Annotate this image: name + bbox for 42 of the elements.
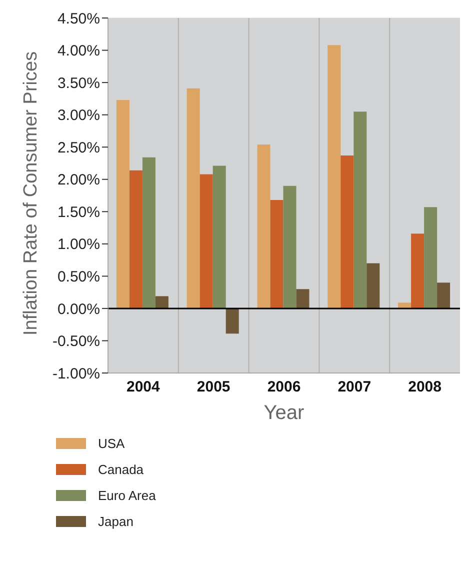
x-tick-label: 2005 [196, 378, 230, 396]
y-tick-label: 0.00% [57, 300, 100, 318]
y-tick-label: 2.00% [57, 172, 100, 189]
y-tick-label: -0.50% [52, 333, 100, 350]
bar [142, 157, 156, 308]
y-axis-title: Inflation Rate of Consumer Prices [20, 51, 42, 336]
bar [354, 112, 367, 308]
bar [200, 174, 213, 308]
x-tick-label: 2008 [408, 378, 442, 396]
legend-label: USA [98, 436, 125, 450]
bar [424, 207, 438, 308]
bar [296, 289, 310, 308]
y-tick-label: 2.50% [57, 139, 100, 156]
x-tick-label: 2004 [126, 378, 161, 396]
bar [283, 186, 296, 308]
bar [116, 100, 130, 308]
y-tick-label: 4.50% [57, 10, 100, 28]
y-tick-label: 3.50% [57, 74, 100, 92]
y-tick-label: 0.50% [57, 268, 100, 286]
x-axis-title: Year [264, 402, 305, 424]
legend-label: Euro Area [98, 488, 156, 502]
legend-label: Japan [98, 514, 134, 528]
x-tick-label: 2007 [338, 378, 372, 396]
y-tick-label: 1.00% [57, 236, 100, 254]
bar [129, 170, 142, 308]
bar [340, 155, 354, 308]
y-tick-label: -1.00% [52, 365, 100, 382]
bar [328, 45, 341, 308]
bar [155, 296, 168, 308]
x-tick-label: 2006 [267, 378, 301, 396]
y-tick-label: 3.00% [57, 107, 100, 124]
bar [226, 308, 239, 334]
bar [270, 200, 284, 308]
bar [257, 144, 270, 308]
legend-label: Canada [98, 462, 144, 476]
y-tick-label: 4.00% [57, 42, 100, 60]
bar [212, 166, 226, 308]
bar [186, 88, 200, 308]
bar [366, 263, 380, 308]
bar [411, 234, 424, 308]
y-tick-label: 1.50% [57, 204, 100, 221]
bar [437, 282, 450, 308]
